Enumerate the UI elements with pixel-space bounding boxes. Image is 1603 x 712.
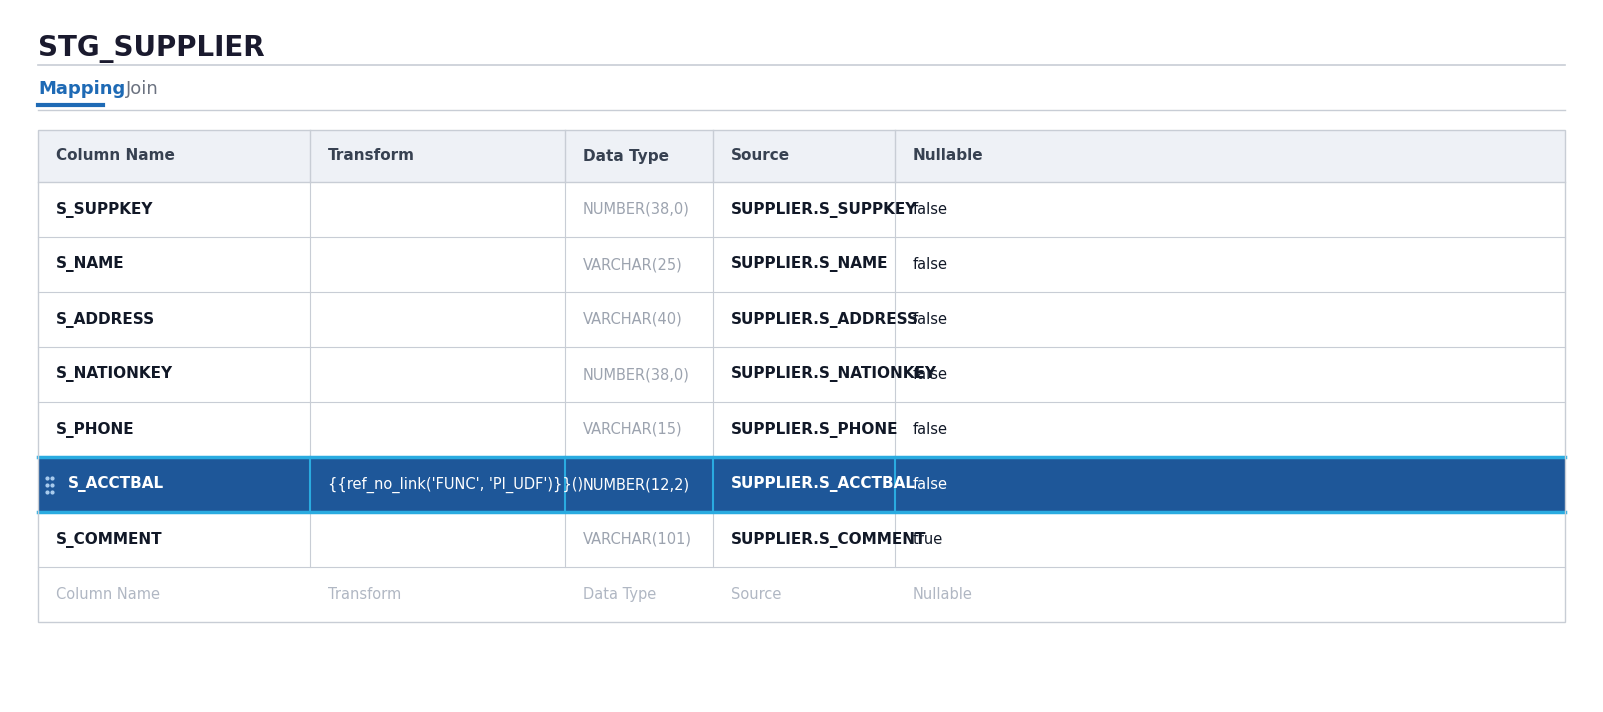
Text: VARCHAR(101): VARCHAR(101) xyxy=(583,532,692,547)
Bar xyxy=(38,182,1565,237)
Text: Data Type: Data Type xyxy=(583,149,668,164)
Bar xyxy=(38,512,1565,567)
Text: VARCHAR(25): VARCHAR(25) xyxy=(583,257,683,272)
Bar xyxy=(38,567,1565,622)
Text: false: false xyxy=(914,202,947,217)
Text: S_SUPPKEY: S_SUPPKEY xyxy=(56,201,154,217)
Text: Nullable: Nullable xyxy=(914,587,973,602)
Text: NUMBER(38,0): NUMBER(38,0) xyxy=(583,367,689,382)
Text: false: false xyxy=(914,422,947,437)
Text: Column Name: Column Name xyxy=(56,587,160,602)
Text: S_ACCTBAL: S_ACCTBAL xyxy=(67,476,164,493)
Bar xyxy=(38,237,1565,292)
Text: Source: Source xyxy=(731,587,781,602)
Text: Nullable: Nullable xyxy=(914,149,984,164)
Bar xyxy=(38,347,1565,402)
Text: Transform: Transform xyxy=(329,587,401,602)
Bar xyxy=(38,402,1565,457)
Bar xyxy=(38,130,1565,182)
Text: Transform: Transform xyxy=(329,149,415,164)
Text: Source: Source xyxy=(731,149,790,164)
Text: SUPPLIER.S_ADDRESS: SUPPLIER.S_ADDRESS xyxy=(731,312,919,328)
Text: false: false xyxy=(914,367,947,382)
Text: VARCHAR(15): VARCHAR(15) xyxy=(583,422,683,437)
Bar xyxy=(38,130,1565,622)
Text: S_NAME: S_NAME xyxy=(56,256,125,273)
Text: SUPPLIER.S_NATIONKEY: SUPPLIER.S_NATIONKEY xyxy=(731,367,938,382)
Bar xyxy=(38,457,1565,512)
Text: VARCHAR(40): VARCHAR(40) xyxy=(583,312,683,327)
Text: Mapping: Mapping xyxy=(38,80,125,98)
Text: Column Name: Column Name xyxy=(56,149,175,164)
Text: NUMBER(12,2): NUMBER(12,2) xyxy=(583,477,691,492)
Text: S_NATIONKEY: S_NATIONKEY xyxy=(56,367,173,382)
Text: true: true xyxy=(914,532,943,547)
Text: {{ref_no_link('FUNC', 'PI_UDF')}}(): {{ref_no_link('FUNC', 'PI_UDF')}}() xyxy=(329,476,583,493)
Text: NUMBER(38,0): NUMBER(38,0) xyxy=(583,202,689,217)
Text: S_PHONE: S_PHONE xyxy=(56,422,135,437)
Text: SUPPLIER.S_SUPPKEY: SUPPLIER.S_SUPPKEY xyxy=(731,201,917,217)
Bar xyxy=(38,292,1565,347)
Text: SUPPLIER.S_PHONE: SUPPLIER.S_PHONE xyxy=(731,422,899,437)
Text: Data Type: Data Type xyxy=(583,587,656,602)
Text: false: false xyxy=(914,257,947,272)
Text: SUPPLIER.S_ACCTBAL: SUPPLIER.S_ACCTBAL xyxy=(731,476,915,493)
Text: false: false xyxy=(914,312,947,327)
Text: S_COMMENT: S_COMMENT xyxy=(56,531,162,548)
Text: S_ADDRESS: S_ADDRESS xyxy=(56,312,155,328)
Text: false: false xyxy=(914,477,947,492)
Text: SUPPLIER.S_NAME: SUPPLIER.S_NAME xyxy=(731,256,888,273)
Text: STG_SUPPLIER: STG_SUPPLIER xyxy=(38,35,264,63)
Text: Join: Join xyxy=(127,80,159,98)
Text: SUPPLIER.S_COMMENT: SUPPLIER.S_COMMENT xyxy=(731,531,927,548)
